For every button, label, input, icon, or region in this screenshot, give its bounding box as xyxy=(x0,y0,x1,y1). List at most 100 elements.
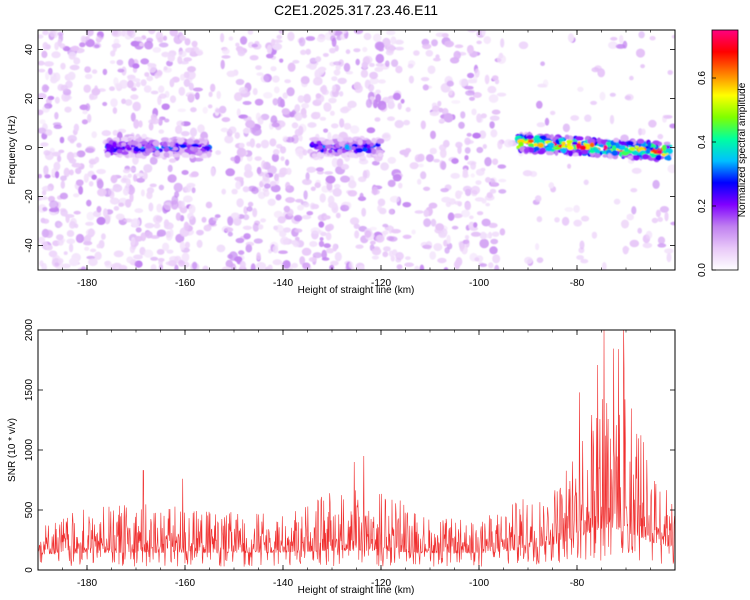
spectrogram-cell xyxy=(433,158,440,163)
spectrogram-cell xyxy=(369,77,380,85)
spectrogram-cell xyxy=(88,181,94,187)
spectrogram-cell xyxy=(316,35,326,43)
spectrogram-cell xyxy=(652,179,660,189)
spectrogram-cell xyxy=(334,45,339,52)
spectrogram-cell xyxy=(349,125,360,134)
spectrogram-cell xyxy=(149,156,158,165)
spectrogram-signal-cell xyxy=(603,144,608,151)
spectrogram-cell xyxy=(266,53,274,59)
spectrogram-cell xyxy=(464,85,474,90)
spectrogram-cell xyxy=(377,100,387,111)
spectrogram-signal-cell xyxy=(607,153,612,159)
spectrogram-cell xyxy=(397,102,402,110)
spectrogram-cell xyxy=(251,186,259,195)
spectrogram-signal-cell xyxy=(120,136,129,142)
spectrogram-cell xyxy=(370,240,376,245)
spectrogram-cell xyxy=(446,242,453,250)
spectrogram-cell xyxy=(272,98,279,106)
spectrogram-signal-cell xyxy=(199,138,206,142)
spectrogram-cell xyxy=(188,82,194,91)
spectrogram-cell xyxy=(226,70,236,78)
spectrogram-cell xyxy=(324,171,334,175)
spectrogram-signal-cell xyxy=(137,142,142,149)
spectrogram-cell xyxy=(41,263,47,270)
spectrogram-cell xyxy=(220,33,225,43)
spectrogram-cell xyxy=(580,259,589,264)
spectrogram-cell xyxy=(318,221,325,228)
spectrogram-cell xyxy=(423,218,431,228)
spectrogram-cell xyxy=(57,222,63,227)
spectrogram-cell xyxy=(470,185,480,195)
spectrogram-cell xyxy=(348,261,354,269)
spectrogram-cell xyxy=(642,242,653,249)
spectrogram-cell xyxy=(54,96,60,104)
spectrogram-cell xyxy=(459,78,468,87)
spectrogram-cell xyxy=(190,107,197,113)
spectrogram-signal-cell xyxy=(615,143,621,149)
y-tick-label: 1000 xyxy=(24,438,35,461)
spectrogram-cell xyxy=(216,244,226,253)
spectrogram-cell xyxy=(388,250,394,257)
spectrogram-cell xyxy=(499,228,506,236)
spectrogram-signal-cell xyxy=(371,137,377,144)
spectrogram-cell xyxy=(169,95,177,103)
spectrogram-cell xyxy=(59,136,65,144)
figure-title: C2E1.2025.317.23.46.E11 xyxy=(274,2,438,18)
spectrogram-cell xyxy=(395,257,402,263)
spectrogram-cell xyxy=(464,235,470,240)
spectrogram-signal-cell xyxy=(564,134,570,140)
spectrogram-cell xyxy=(183,78,191,87)
spectrogram-cell xyxy=(271,122,280,128)
spectrogram-cell xyxy=(317,230,324,235)
spectrogram-cell xyxy=(131,87,137,92)
spectrogram-cell xyxy=(238,250,245,255)
spectrogram-cell xyxy=(85,38,95,48)
spectrogram-cell xyxy=(174,191,180,198)
spectrogram-cell xyxy=(91,174,97,180)
spectrogram-cell xyxy=(256,166,262,175)
spectrogram-cell xyxy=(306,211,314,216)
spectrogram-cell xyxy=(231,188,238,195)
spectrogram-cell xyxy=(615,44,626,49)
spectrogram-cell xyxy=(118,202,124,207)
spectrogram-cell xyxy=(536,122,546,128)
spectrogram-cell xyxy=(214,214,221,219)
spectrogram-cell xyxy=(163,202,172,211)
spectrogram-cell xyxy=(152,47,162,53)
spectrogram-cell xyxy=(377,198,386,207)
spectrogram-cell xyxy=(139,42,145,47)
spectrogram-signal-cell xyxy=(310,141,315,146)
spectrogram-cell xyxy=(102,68,108,76)
x-tick-label: -120 xyxy=(371,578,391,589)
spectrogram-cell xyxy=(388,209,395,215)
spectrogram-cell xyxy=(273,86,280,94)
spectrogram-cell xyxy=(66,238,76,245)
spectrogram-cell xyxy=(202,106,208,114)
spectrogram-cell xyxy=(403,119,410,126)
spectrogram-cell xyxy=(130,94,139,100)
spectrogram-cell xyxy=(126,256,134,264)
spectrogram-cell xyxy=(208,91,213,98)
spectrogram-cell xyxy=(38,60,45,66)
spectrogram-cell xyxy=(278,250,288,254)
spectrogram-cell xyxy=(440,161,447,170)
spectrogram-cell xyxy=(458,121,465,129)
spectrogram-cell xyxy=(187,93,195,103)
spectrogram-cell xyxy=(67,71,76,81)
spectrogram-cell xyxy=(111,43,122,49)
spectrogram-cell xyxy=(267,198,276,206)
spectrogram-cell xyxy=(472,92,482,98)
spectrogram-cell xyxy=(143,85,152,93)
spectrogram-cell xyxy=(349,217,360,226)
spectrogram-cell xyxy=(492,254,501,264)
spectrogram-cell xyxy=(524,256,533,265)
spectrogram-cell xyxy=(372,186,378,196)
spectrogram-signal-cell xyxy=(580,145,587,150)
spectrogram-cell xyxy=(221,188,226,195)
spectrogram-cell xyxy=(161,51,170,58)
spectrogram-cell xyxy=(147,62,153,67)
spectrogram-cell xyxy=(68,243,74,253)
spectrogram-cell xyxy=(293,214,303,222)
spectrogram-cell xyxy=(332,188,342,197)
